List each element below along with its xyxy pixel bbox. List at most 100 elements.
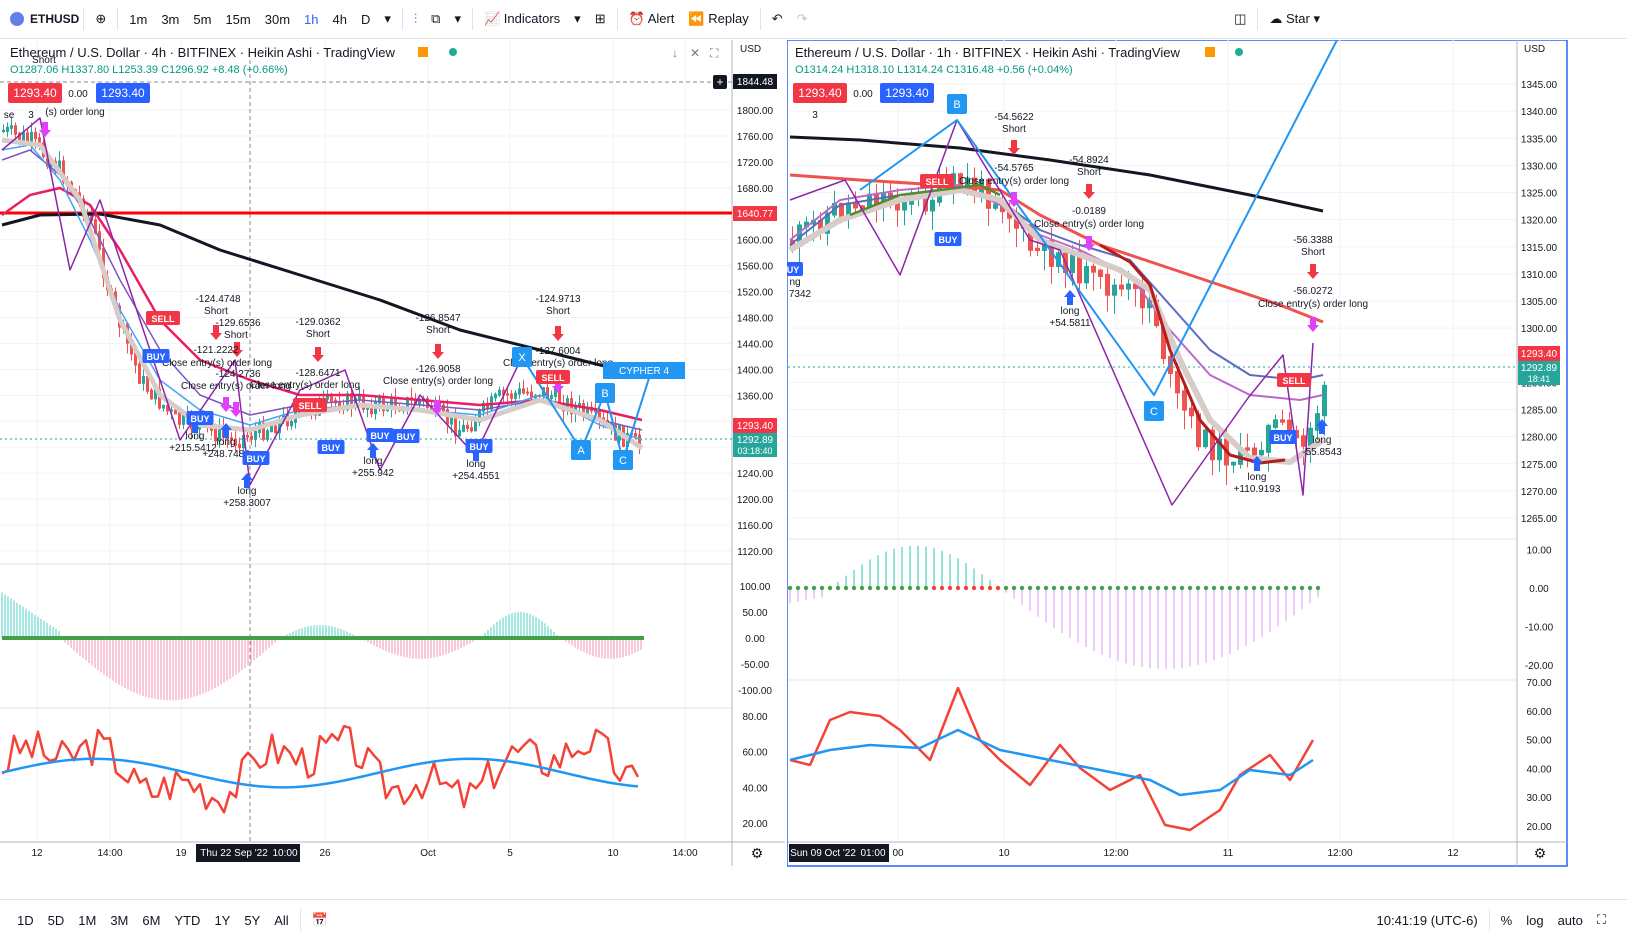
range-1d[interactable]: 1D [17, 912, 34, 928]
left-scroll-down-icon[interactable]: ↓ [672, 46, 678, 60]
left-close-arrow-icon [431, 400, 443, 415]
interval-5m[interactable]: 5m [193, 11, 212, 27]
right-pattern-blue [859, 40, 1338, 396]
left-current-price-label: 1292.89 [737, 435, 774, 446]
left-close-pane-icon[interactable]: ✕ [690, 46, 700, 60]
right-osc-dot [1299, 585, 1305, 591]
replay-button[interactable]: ⏪ Replay [681, 11, 755, 27]
left-currency-label[interactable]: USD [740, 44, 761, 55]
right-candle-body [1070, 250, 1075, 274]
right-osc-dot [1243, 585, 1249, 591]
left-candle-body [262, 422, 265, 440]
interval-dropdown-chevron-icon[interactable]: ▾ [384, 11, 391, 26]
log-scale-toggle[interactable]: log [1526, 912, 1544, 928]
indicators-chevron-icon[interactable]: ▾ [574, 11, 581, 26]
left-point-label: A [577, 445, 585, 457]
right-rsi-tick: 20.00 [1526, 822, 1551, 833]
range-1m[interactable]: 1M [78, 912, 97, 928]
symbol-search[interactable]: ETHUSD [0, 12, 79, 26]
right-osc-dot [907, 585, 913, 591]
right-rsi-tick: 60.00 [1526, 707, 1551, 718]
right-ma-green [849, 183, 1001, 217]
left-buy-button[interactable] [96, 83, 150, 103]
right-candle-body [1231, 461, 1236, 466]
layout-split-icon[interactable]: ◫ [1234, 11, 1247, 26]
left-candle-body [458, 429, 461, 437]
left-annotation: long [186, 431, 205, 442]
interval-1m[interactable]: 1m [129, 11, 148, 27]
left-chart-pane[interactable]: -124.4748Short-129.6536Short-121.2222Clo… [0, 40, 785, 897]
left-crosshair-price-tag [733, 74, 777, 89]
range-1y[interactable]: 1Y [214, 912, 231, 928]
left-maximize-icon[interactable]: ⛶ [709, 46, 719, 60]
left-annotation: long [238, 486, 257, 497]
range-5d[interactable]: 5D [47, 912, 65, 928]
clock-timezone[interactable]: 10:41:19 (UTC-6) [1376, 912, 1478, 928]
left-rsi-tick: 40.00 [742, 783, 767, 794]
left-flag-icon[interactable] [418, 47, 428, 57]
right-annotation: -56.3388 [1293, 235, 1333, 246]
left-annotation: Short [306, 329, 330, 340]
right-zigzag-pattern [789, 40, 1338, 506]
undo-icon[interactable]: ↶ [771, 11, 783, 26]
percent-scale-toggle[interactable]: % [1500, 912, 1513, 928]
auto-scale-toggle[interactable]: auto [1557, 912, 1583, 928]
right-sell-button[interactable] [793, 83, 847, 103]
left-add-crosshair-icon[interactable] [713, 75, 727, 89]
range-5y[interactable]: 5Y [244, 912, 261, 928]
fullscreen-icon[interactable]: ⛶ [1596, 912, 1606, 927]
left-candle-body [518, 388, 521, 395]
right-signal-label: SELL [1282, 376, 1306, 386]
right-osc-dot [1019, 585, 1025, 591]
left-candle-body [278, 419, 281, 434]
left-annotation: 3 [28, 110, 34, 121]
right-point-badge [947, 94, 967, 114]
alert-button[interactable]: ⏰ Alert [622, 11, 682, 27]
right-buy-button[interactable] [880, 83, 934, 103]
left-price-tick: 1200.00 [737, 495, 774, 506]
right-settings-gear-icon[interactable]: ⚙ [1534, 845, 1547, 861]
interval-4h[interactable]: 4h [332, 11, 347, 27]
range-6m[interactable]: 6M [142, 912, 161, 928]
right-candle-body [1210, 429, 1215, 461]
range-ytd[interactable]: YTD [174, 912, 201, 928]
left-candle-body [638, 434, 641, 448]
left-chart-title: Ethereum / U.S. Dollar · 4h · BITFINEX ·… [10, 45, 395, 60]
range-all[interactable]: All [274, 912, 289, 928]
compare-plus-icon[interactable]: ⊕ [95, 11, 107, 26]
left-candle-body [170, 409, 173, 412]
left-time-axis: 12 14:00 19 26 Oct 5 10 14:00 [31, 848, 698, 859]
bottom-toolbar: 1D 5D 1M 3M 6M YTD 1Y 5Y All 📅 10:41:19 … [0, 899, 1627, 940]
templates-grid-icon[interactable]: ⊞ [594, 11, 606, 26]
left-osc-tick: -100.00 [738, 686, 772, 697]
right-osc-dot [899, 585, 905, 591]
indicators-button[interactable]: 📈 Indicators [477, 11, 567, 27]
interval-3m[interactable]: 3m [161, 11, 180, 27]
bar-style-icon[interactable]: ⫶ [413, 11, 418, 26]
right-osc-dot [835, 585, 841, 591]
left-candle-body [370, 404, 373, 415]
save-cloud-button[interactable]: ☁ Star ▾ [1269, 11, 1320, 26]
right-osc-dot [1035, 585, 1041, 591]
candles-icon[interactable]: ⧉ [431, 11, 441, 26]
left-candle-body [578, 403, 581, 408]
interval-1h[interactable]: 1h [304, 11, 319, 27]
left-candle-body [462, 424, 465, 432]
left-sell-button[interactable] [8, 83, 62, 103]
left-signal-badge [465, 439, 493, 453]
left-candle-body [58, 160, 61, 171]
right-osc-dot [1171, 585, 1177, 591]
right-currency-label[interactable]: USD [1524, 44, 1545, 55]
interval-15m[interactable]: 15m [225, 11, 251, 27]
interval-30m[interactable]: 30m [264, 11, 291, 27]
redo-icon[interactable]: ↷ [796, 11, 808, 26]
left-annotation: +254.4551 [452, 471, 500, 482]
right-flag-icon[interactable] [1205, 47, 1215, 57]
range-3m[interactable]: 3M [110, 912, 129, 928]
date-range-calendar-icon[interactable]: 📅 [311, 912, 328, 927]
chart-type-chevron-icon[interactable]: ▾ [454, 11, 461, 26]
left-price-tick: 1440.00 [737, 339, 774, 350]
left-settings-gear-icon[interactable]: ⚙ [751, 845, 764, 861]
interval-d[interactable]: D [360, 11, 371, 27]
